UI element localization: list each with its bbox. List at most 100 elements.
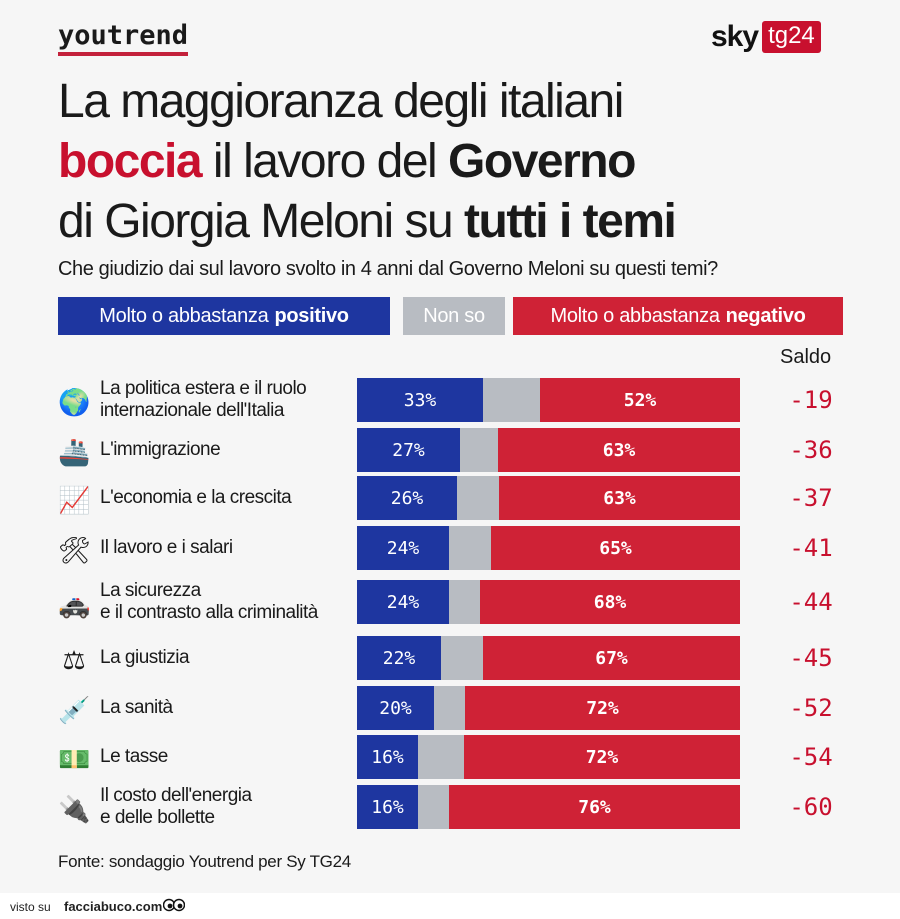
title-line-1: La maggioranza degli italiani xyxy=(58,75,624,128)
bar-negative: 76% xyxy=(449,785,740,829)
stacked-bar: 20% 72% xyxy=(357,686,740,730)
bar-positive-label: 20% xyxy=(379,697,412,719)
title-line-2: boccia il lavoro del Governo xyxy=(58,132,858,192)
stacked-bar: 24% 68% xyxy=(357,580,740,624)
bar-negative-label: 63% xyxy=(603,487,636,509)
bar-negative-label: 52% xyxy=(623,389,657,411)
bar-positive-label: 26% xyxy=(390,487,424,509)
row-label: La sanità xyxy=(100,686,173,730)
bar-unknown xyxy=(449,580,480,624)
title-line-3: di Giorgia Meloni su tutti i temi xyxy=(58,192,858,252)
row-label-line: e delle bollette xyxy=(100,807,215,828)
stacked-bar: 26% 63% xyxy=(357,476,740,520)
tools-icon: 🛠 xyxy=(58,535,92,565)
bar-negative: 52% xyxy=(540,378,740,422)
legend-positive: Molto o abbastanza positivo xyxy=(58,297,390,335)
legend-positive-bold: positivo xyxy=(274,304,349,327)
money-icon: 💵 xyxy=(58,744,91,774)
bar-positive: 16% xyxy=(357,735,418,779)
bar-positive: 24% xyxy=(357,580,449,624)
row-label-line: Le tasse xyxy=(100,746,168,767)
bar-positive: 16% xyxy=(357,785,418,829)
youtrend-logo: youtrend xyxy=(58,20,189,56)
row-label: Il lavoro e i salari xyxy=(100,526,233,570)
infographic-card: youtrend sky tg24 La maggioranza degli i… xyxy=(0,20,900,871)
sky-tg24-logo: sky tg24 xyxy=(711,20,821,54)
chart-row: 🛠 Il lavoro e i salari 24% 65% -41 xyxy=(0,526,900,570)
chart-row: 🌍 La politica estera e il ruolo internazio… xyxy=(0,378,900,422)
bar-positive-label: 33% xyxy=(403,389,437,411)
saldo-value: -45 xyxy=(789,644,833,672)
row-label-line: La sicurezza xyxy=(100,580,201,601)
bar-unknown xyxy=(483,378,540,422)
bar-negative: 63% xyxy=(499,476,740,520)
row-label: Le tasse xyxy=(100,735,168,779)
globe-icon: 🌍 xyxy=(58,387,91,417)
bar-negative-label: 76% xyxy=(578,796,611,818)
saldo-value: -60 xyxy=(789,793,833,821)
legend-negative-bold: negativo xyxy=(725,304,806,327)
title-tutti-i-temi: tutti i temi xyxy=(464,195,677,248)
bar-negative-label: 65% xyxy=(599,537,632,559)
saldo-value: -37 xyxy=(789,484,833,512)
bar-positive: 27% xyxy=(357,428,460,472)
row-label-line: Il costo dell'energia xyxy=(100,785,252,806)
bar-negative-label: 72% xyxy=(585,746,619,768)
row-label-line: internazionale dell'Italia xyxy=(100,400,284,421)
chart-row: 💉 La sanità 20% 72% -52 xyxy=(0,686,900,730)
footer-site[interactable]: facciabuco.com xyxy=(64,899,163,914)
bar-negative-label: 63% xyxy=(602,439,636,461)
bar-positive: 20% xyxy=(357,686,434,730)
bar-positive: 26% xyxy=(357,476,457,520)
row-label: L'economia e la crescita xyxy=(100,476,292,520)
chart-row: 💵 Le tasse 16% 72% -54 xyxy=(0,735,900,779)
saldo-value: -19 xyxy=(789,386,833,414)
bar-positive-label: 27% xyxy=(392,439,425,461)
title-mid: il lavoro del xyxy=(201,135,449,188)
saldo-value: -54 xyxy=(789,743,833,771)
row-label: La sicurezza e il contrasto alla criminal… xyxy=(100,580,318,624)
chart-row: 📈 L'economia e la crescita 26% 63% -37 xyxy=(0,476,900,520)
row-label-line: Il lavoro e i salari xyxy=(100,537,233,558)
bar-negative: 63% xyxy=(498,428,740,472)
bar-negative-label: 67% xyxy=(595,647,628,669)
youtrend-logo-underline xyxy=(58,52,189,56)
chart-row: 🚓 La sicurezza e il contrasto alla crimina… xyxy=(0,580,900,624)
row-label: L'immigrazione xyxy=(100,428,221,472)
row-label-line: L'economia e la crescita xyxy=(100,487,292,508)
bar-negative-label: 72% xyxy=(586,697,619,719)
stacked-bar: 16% 76% xyxy=(357,785,740,829)
row-label-line: L'immigrazione xyxy=(100,439,221,460)
footer-visto: visto su xyxy=(10,900,51,914)
row-label-line: La sanità xyxy=(100,697,173,718)
bar-unknown xyxy=(441,636,483,680)
ship-icon: 🚢 xyxy=(58,437,91,467)
title-line-3-start: di Giorgia Meloni su xyxy=(58,195,465,248)
row-label-line: La politica estera e il ruolo xyxy=(100,378,307,399)
bar-positive: 24% xyxy=(357,526,449,570)
saldo-header: Saldo xyxy=(780,346,832,368)
bar-positive: 33% xyxy=(357,378,483,422)
saldo-value: -36 xyxy=(789,436,833,464)
bar-unknown xyxy=(418,785,449,829)
bar-unknown xyxy=(457,476,499,520)
police-car-icon: 🚓 xyxy=(58,589,91,619)
subtitle-question: Che giudizio dai sul lavoro svolto in 4 … xyxy=(58,258,718,280)
eyes-icon xyxy=(162,898,186,915)
chart-row: ⚖ La giustizia 22% 67% -45 xyxy=(0,636,900,680)
row-label-line: e il contrasto alla criminalità xyxy=(100,602,318,623)
row-label: La politica estera e il ruolo internazion… xyxy=(100,378,307,422)
bar-negative: 72% xyxy=(465,686,740,730)
scales-icon: ⚖ xyxy=(62,645,86,675)
syringe-icon: 💉 xyxy=(58,695,91,725)
legend-positive-prefix: Molto o abbastanza xyxy=(99,304,269,327)
bar-negative: 68% xyxy=(480,580,740,624)
bar-positive: 22% xyxy=(357,636,441,680)
legend-negative: Molto o abbastanza negativo xyxy=(513,297,843,335)
bar-negative: 72% xyxy=(464,735,740,779)
stacked-bar: 24% 65% xyxy=(357,526,740,570)
row-label: La giustizia xyxy=(100,636,190,680)
bar-positive-label: 16% xyxy=(371,746,404,768)
bar-unknown xyxy=(418,735,464,779)
bar-unknown xyxy=(449,526,491,570)
